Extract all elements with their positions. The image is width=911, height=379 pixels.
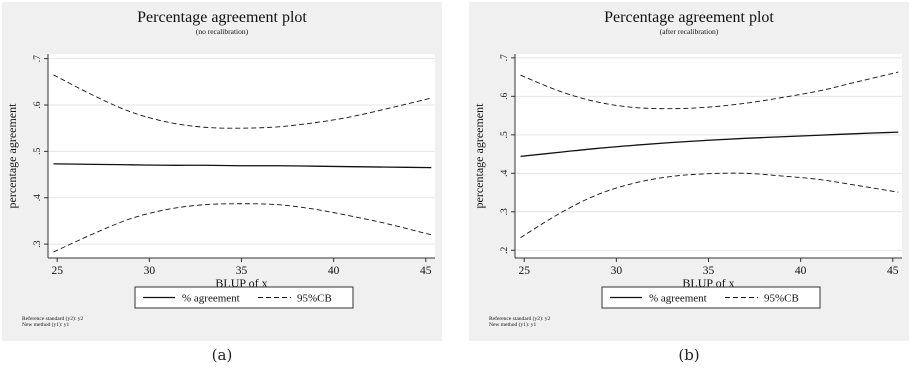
y-tick-label: .7 [500, 54, 510, 61]
chart-subtitle: (after recalibration) [660, 27, 719, 36]
y-axis-label: percentage agreement [5, 103, 19, 209]
note-new-method: New method (y1): y1 [489, 321, 536, 328]
chart-title: Percentage agreement plot [604, 9, 774, 26]
series-line-agreement [53, 163, 432, 169]
y-tick-label: .6 [33, 101, 43, 108]
y-tick-label: .4 [500, 170, 510, 177]
legend-label-agreement: % agreement [649, 293, 707, 305]
x-tick-label: 30 [144, 265, 156, 277]
plot-area [48, 54, 435, 258]
series-line-lower-bound [53, 203, 432, 253]
chart-b-svg: 25 30 35 40 45 .2 .3 .4 .5 .6 .7 Percentage agreeme… [469, 2, 909, 341]
y-tick-label: .7 [33, 55, 43, 62]
legend-label-cb: 95%CB [297, 293, 332, 305]
y-tick-label: .3 [500, 208, 510, 215]
y-tick-label: .5 [33, 148, 43, 155]
x-tick-label: 40 [328, 265, 340, 277]
series-line-upper-bound [520, 71, 899, 110]
y-tick-label: .2 [500, 246, 510, 253]
chart-a-svg: 25 30 35 40 45 .3 .4 .5 .6 .7 Percentage agreement… [2, 2, 442, 341]
series-line-agreement [520, 131, 899, 158]
chart-panel-a: 25 30 35 40 45 .3 .4 .5 .6 .7 Percentage agreement… [2, 2, 442, 341]
caption-b: (b) [678, 346, 700, 364]
y-tick-label: .3 [33, 240, 43, 247]
chart-title: Percentage agreement plot [137, 9, 307, 26]
note-reference-standard: Reference standard (y2): y2 [22, 315, 83, 322]
x-tick-label: 35 [703, 265, 715, 277]
note-reference-standard: Reference standard (y2): y2 [489, 315, 550, 322]
x-tick-label: 30 [611, 265, 623, 277]
x-tick-label: 25 [518, 265, 530, 277]
note-new-method: New method (y1): y1 [22, 321, 69, 328]
x-tick-label: 45 [887, 265, 899, 277]
x-tick-label: 25 [51, 265, 63, 277]
y-tick-label: .4 [33, 194, 43, 201]
series-line-lower-bound [520, 172, 899, 238]
plot-area [515, 54, 902, 258]
y-tick-label: .5 [500, 131, 510, 138]
legend-box [134, 286, 354, 309]
caption-a: (a) [211, 346, 233, 364]
chart-subtitle: (no recalibration) [196, 27, 249, 36]
x-tick-label: 35 [236, 265, 248, 277]
legend-box [601, 286, 821, 309]
x-tick-label: 45 [420, 265, 432, 277]
y-axis-label: percentage agreement [472, 103, 486, 209]
legend-label-agreement: % agreement [182, 293, 240, 305]
x-tick-label: 40 [795, 265, 807, 277]
chart-panel-b: 25 30 35 40 45 .2 .3 .4 .5 .6 .7 Percentage agreeme… [469, 2, 909, 341]
y-tick-label: .6 [500, 93, 510, 100]
legend-label-cb: 95%CB [764, 293, 799, 305]
series-line-upper-bound [53, 74, 432, 129]
